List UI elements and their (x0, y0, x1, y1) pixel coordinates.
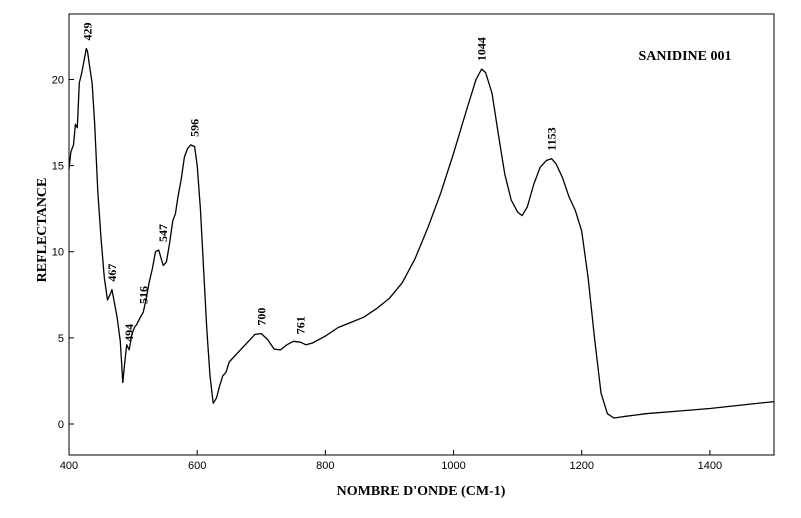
peak-label-700: 700 (254, 308, 268, 326)
x-axis-title: NOMBRE D'ONDE (CM-1) (337, 484, 506, 499)
peak-label-1044: 1044 (475, 37, 489, 61)
peak-label-516: 516 (136, 286, 150, 304)
x-tick-label: 1200 (569, 460, 593, 472)
peak-label-761: 761 (293, 316, 307, 334)
peak-label-467: 467 (105, 264, 119, 282)
plot-frame (68, 13, 775, 456)
x-tick-label: 1000 (441, 460, 465, 472)
x-tick-label: 1400 (698, 460, 722, 472)
x-axis: 400 600 800 1000 1200 1400 (60, 450, 722, 472)
peak-label-547: 547 (156, 224, 170, 242)
peak-label-494: 494 (122, 324, 136, 342)
y-axis-title: REFLECTANCE (35, 178, 50, 283)
y-tick-label: 15 (52, 161, 64, 173)
x-tick-label: 400 (60, 460, 78, 472)
peak-label-429: 429 (81, 23, 95, 41)
peak-label-596: 596 (188, 119, 202, 137)
y-axis: 0 5 10 15 20 (52, 74, 74, 431)
peak-label-1153: 1153 (545, 127, 559, 150)
x-tick-label: 800 (316, 460, 334, 472)
peak-labels: 429 467 494 516 547 596 700 761 1044 1153 (81, 23, 559, 342)
y-tick-label: 20 (52, 74, 64, 86)
series-line (68, 47, 775, 419)
y-tick-label: 10 (52, 247, 64, 259)
x-tick-label: 600 (188, 460, 206, 472)
chart-title: SANIDINE 001 (639, 49, 732, 64)
y-tick-label: 0 (58, 419, 64, 431)
y-tick-label: 5 (58, 333, 64, 345)
